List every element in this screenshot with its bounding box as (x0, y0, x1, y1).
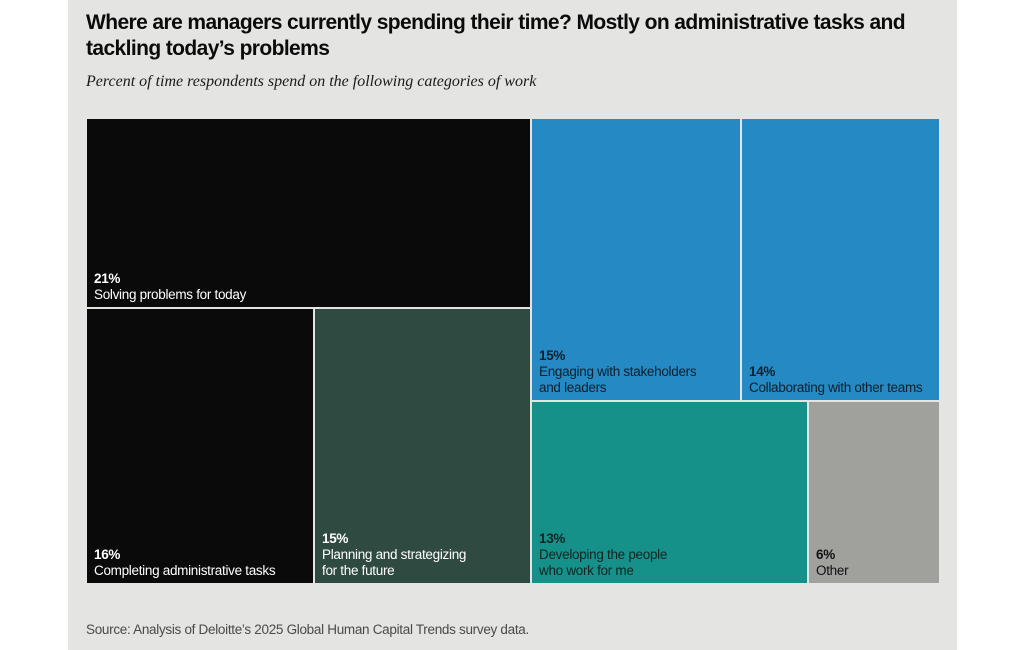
treemap-tile: 21% Solving problems for today (86, 118, 531, 308)
tile-value: 6% (816, 547, 835, 562)
tile-value: 15% (539, 348, 566, 363)
treemap-tile: 15% Planning and strategizing for the fut… (314, 308, 531, 584)
tile-label: 15% Planning and strategizing for the fut… (322, 531, 524, 579)
treemap-tile: 13% Developing the people who work for me (531, 401, 808, 584)
tile-category: Other (816, 563, 849, 578)
tile-category: Solving problems for today (94, 287, 247, 302)
tile-value: 21% (94, 271, 121, 286)
chart-subtitle: Percent of time respondents spend on the… (86, 73, 537, 90)
tile-category: Collaborating with other teams (749, 380, 923, 395)
tile-value: 14% (749, 364, 776, 379)
tile-category: Developing the people who work for me (539, 547, 668, 578)
treemap-tile: 16% Completing administrative tasks (86, 308, 314, 584)
tile-value: 13% (539, 531, 566, 546)
tile-value: 16% (94, 547, 121, 562)
tile-category: Completing administrative tasks (94, 563, 276, 578)
tile-label: 6% Other (816, 547, 933, 579)
treemap-tile: 6% Other (808, 401, 940, 584)
source-note: Source: Analysis of Deloitte’s 2025 Glob… (86, 622, 529, 637)
tile-label: 13% Developing the people who work for me (539, 531, 801, 579)
chart-title: Where are managers currently spending th… (86, 11, 906, 60)
tile-value: 15% (322, 531, 349, 546)
treemap-tile: 15% Engaging with stakeholders and leader… (531, 118, 741, 401)
tile-label: 21% Solving problems for today (94, 271, 524, 303)
tile-category: Engaging with stakeholders and leaders (539, 364, 697, 395)
treemap: 21% Solving problems for today 16% Completi… (86, 118, 940, 584)
tile-label: 16% Completing administrative tasks (94, 547, 307, 579)
tile-category: Planning and strategizing for the future (322, 547, 467, 578)
treemap-tile: 14% Collaborating with other teams (741, 118, 940, 401)
tile-label: 15% Engaging with stakeholders and leader… (539, 348, 734, 396)
tile-label: 14% Collaborating with other teams (749, 364, 933, 396)
